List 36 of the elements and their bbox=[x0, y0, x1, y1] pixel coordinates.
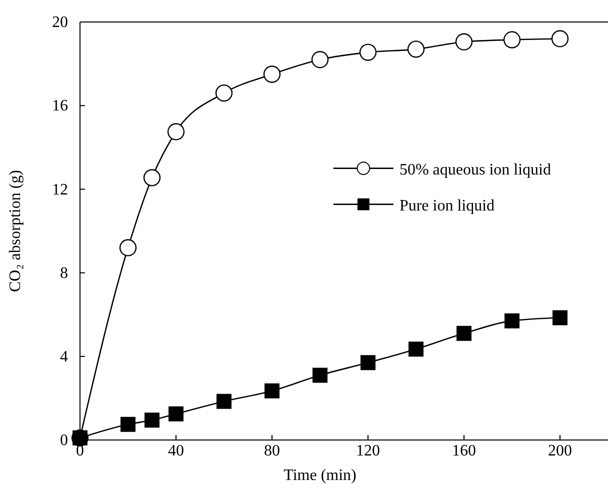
point bbox=[455, 33, 473, 50]
point bbox=[144, 412, 160, 428]
point bbox=[119, 239, 137, 256]
x-tick-label: 160 bbox=[452, 442, 476, 460]
point bbox=[264, 383, 280, 398]
point bbox=[504, 313, 520, 328]
y-tick-label: 8 bbox=[60, 264, 68, 282]
x-tick-label: 200 bbox=[548, 442, 572, 460]
x-tick-label: 120 bbox=[356, 442, 380, 460]
x-axis-title: Time (min) bbox=[284, 467, 356, 484]
point bbox=[407, 40, 425, 58]
point bbox=[215, 84, 233, 102]
y-axis-title: CO₂ absorption (g) bbox=[7, 170, 24, 292]
point bbox=[168, 406, 184, 422]
point bbox=[408, 342, 424, 357]
point bbox=[143, 169, 161, 186]
point bbox=[456, 326, 472, 341]
x-tick-label: 80 bbox=[264, 442, 280, 460]
point bbox=[503, 31, 521, 48]
legend-label: Pure ion liquid bbox=[399, 197, 495, 214]
point bbox=[216, 394, 232, 409]
y-tick-label: 12 bbox=[52, 181, 68, 198]
legend-label: 50% aqueous ion liquid bbox=[399, 161, 551, 178]
point bbox=[359, 44, 377, 61]
x-tick-label: 40 bbox=[168, 442, 184, 460]
point bbox=[120, 416, 136, 432]
y-tick-label: 16 bbox=[52, 98, 68, 115]
point bbox=[360, 355, 376, 370]
point bbox=[552, 310, 568, 326]
point bbox=[167, 123, 185, 140]
point bbox=[312, 368, 328, 383]
point bbox=[263, 66, 281, 83]
y-tick-label: 20 bbox=[52, 14, 68, 32]
y-tick-label: 4 bbox=[60, 348, 68, 366]
point bbox=[551, 30, 569, 48]
point bbox=[311, 51, 329, 68]
